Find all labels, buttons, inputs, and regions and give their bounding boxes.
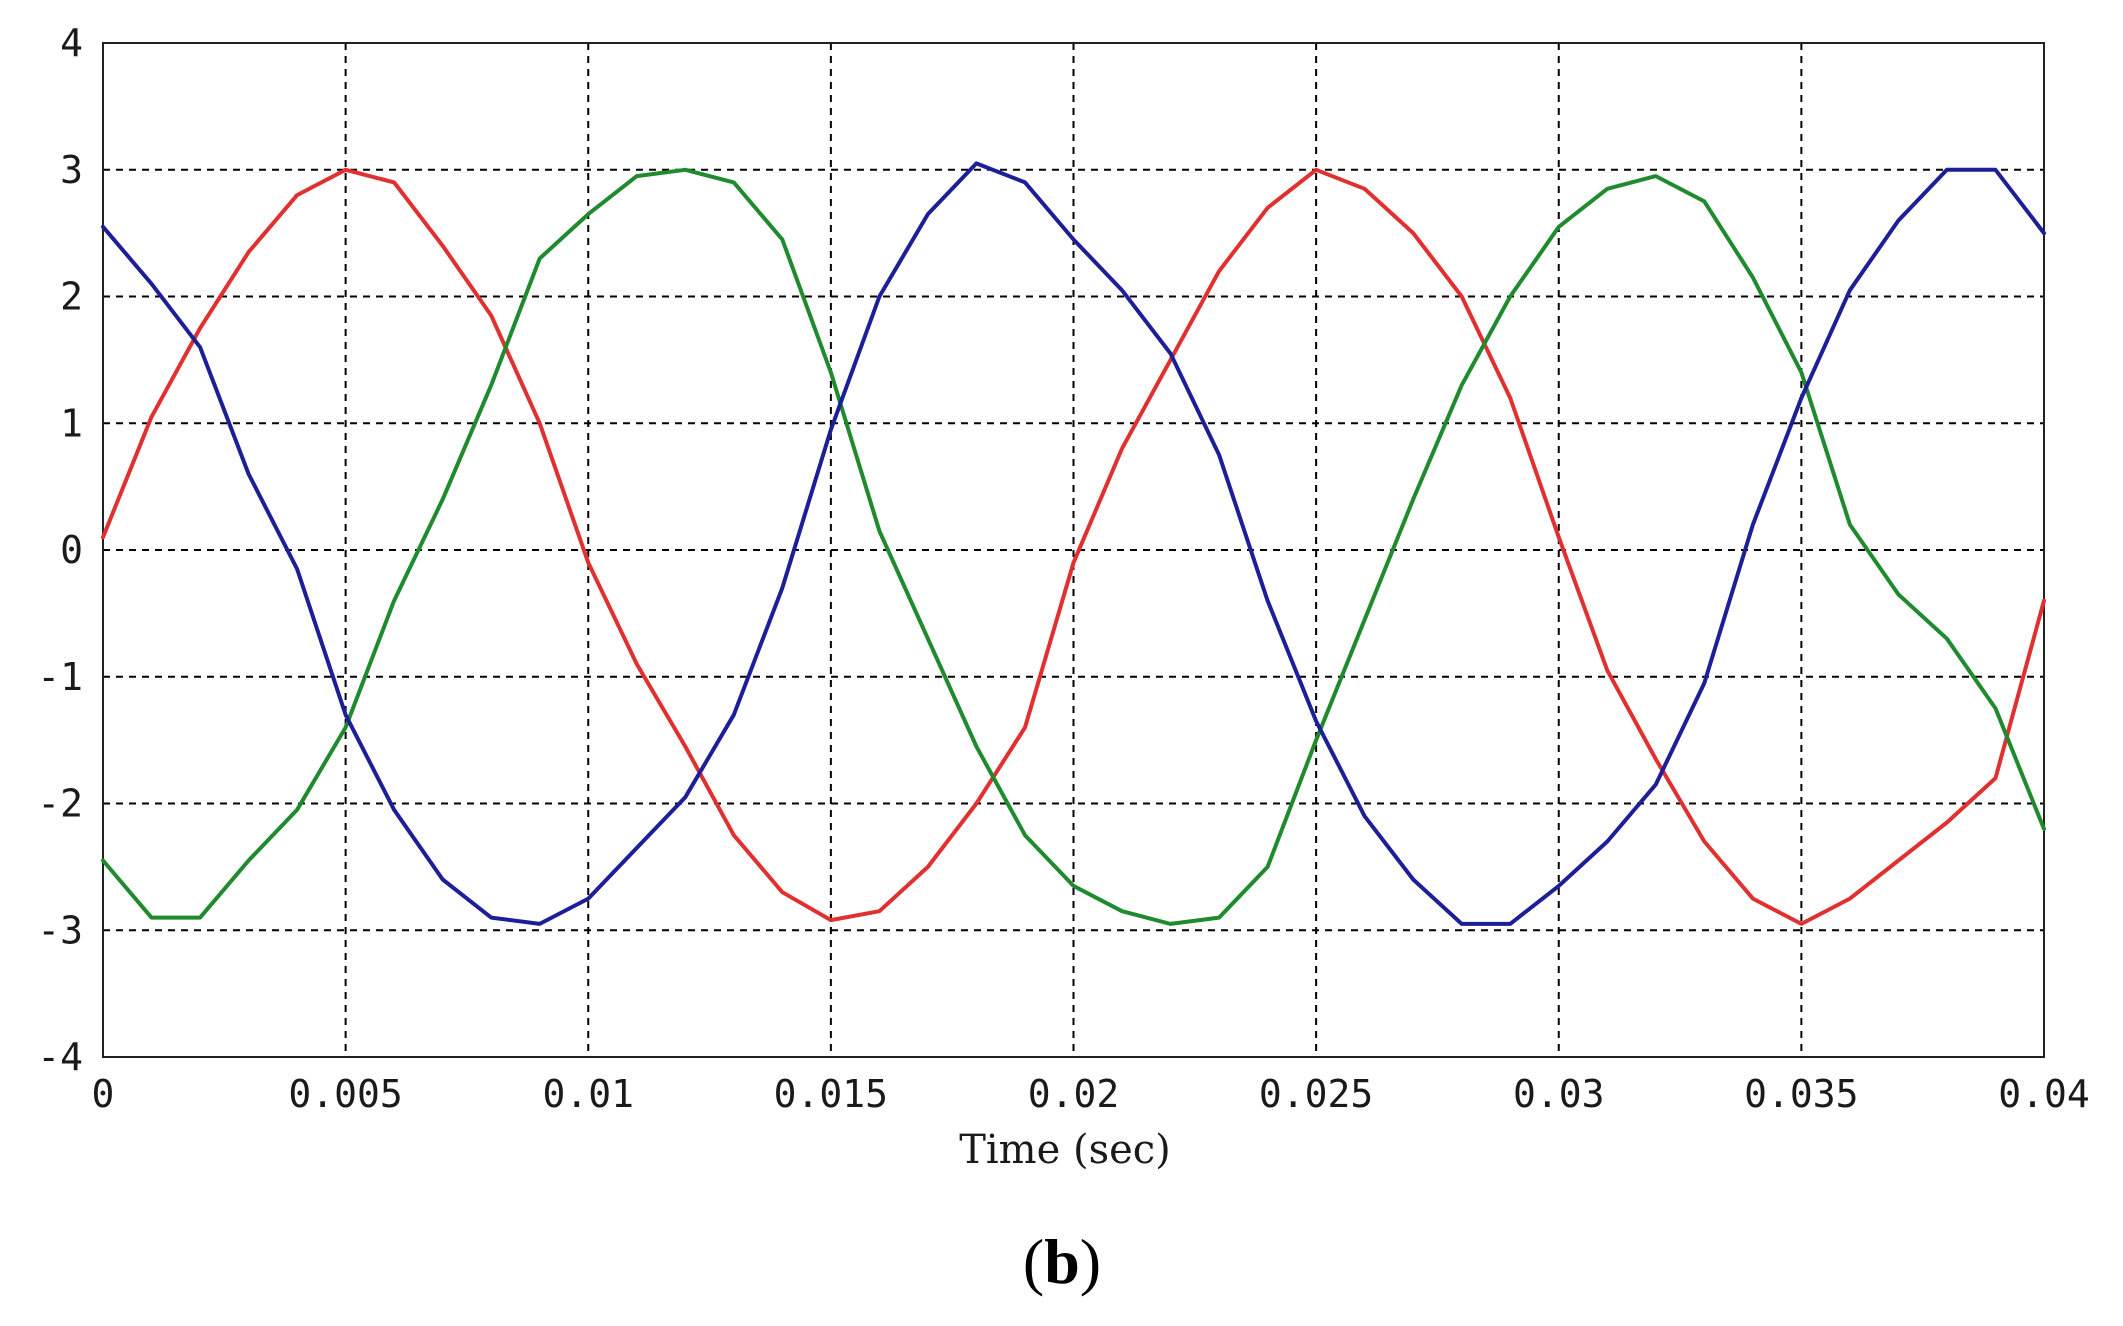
y-tick-label: -2 [37,782,83,826]
y-tick-label: -1 [37,655,83,699]
x-tick-labels: 0 0.005 0.01 0.015 0.02 0.025 0.03 0.035 0.04 [92,1072,2090,1116]
x-axis-label: Time (sec) [959,1127,1171,1173]
x-tick-label: 0.03 [1513,1072,1605,1116]
series-line-1 [101,167,2046,926]
y-tick-label: 1 [60,401,83,445]
series-line-3 [101,161,2046,926]
series-line-2 [101,167,2046,926]
x-tick-label: 0.04 [1998,1072,2090,1116]
y-tick-label: 2 [60,275,83,319]
series-group [101,161,2046,926]
y-tick-label: 0 [60,528,83,572]
x-tick-label: 0.025 [1259,1072,1373,1116]
x-tick-label: 0.015 [774,1072,888,1116]
panel-label-letter: b [1044,1226,1080,1297]
panel-label: (b) [1023,1226,1101,1297]
x-tick-label: 0.005 [288,1072,402,1116]
x-tick-label: 0.02 [1028,1072,1120,1116]
x-tick-label: 0.035 [1744,1072,1858,1116]
panel-label-close: ) [1080,1226,1101,1297]
y-tick-labels: -4 -3 -2 -1 0 1 2 3 4 [37,21,83,1079]
panel-label-open: ( [1023,1226,1044,1297]
x-tick-label: 0.01 [542,1072,634,1116]
x-tick-label: 0 [92,1072,115,1116]
plot-area-frame [102,42,2045,1058]
y-tick-label: 3 [60,148,83,192]
y-tick-label: -4 [37,1035,83,1079]
y-tick-label: 4 [60,21,83,65]
grid-lines [103,43,2044,1057]
y-tick-label: -3 [37,908,83,952]
